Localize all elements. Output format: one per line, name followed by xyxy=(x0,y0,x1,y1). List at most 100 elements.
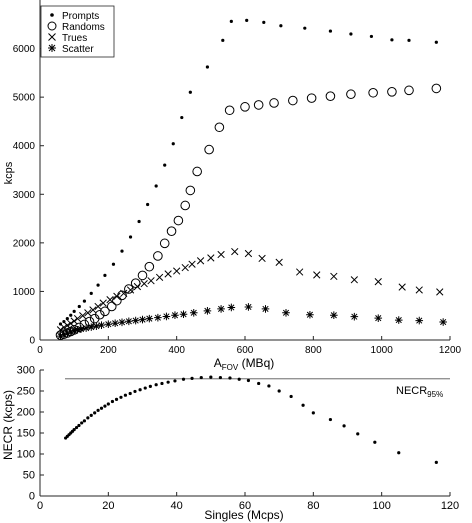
top-chart-point-trues xyxy=(196,257,205,265)
top-chart-point-scatter xyxy=(439,318,447,326)
top-chart-point-scatter xyxy=(306,310,314,319)
bottom-chart-axes xyxy=(39,370,450,497)
top-chart-point-trues xyxy=(155,273,164,281)
bottom-chart-point-necr xyxy=(190,376,194,380)
top-chart-point-prompts xyxy=(171,142,175,146)
top-chart-point-prompts xyxy=(146,202,150,207)
top-chart-point-trues xyxy=(415,286,423,294)
bottom-chart-point-necr xyxy=(301,403,305,407)
top-chart-point-scatter xyxy=(82,324,90,332)
bottom-chart-point-necr xyxy=(257,381,261,386)
top-chart-point-trues xyxy=(374,278,382,286)
top-chart-point-prompts xyxy=(69,313,73,317)
top-chart-point-trues xyxy=(398,283,406,291)
bottom-chart-point-necr xyxy=(138,388,142,392)
bottom-chart-point-necr xyxy=(289,394,293,399)
top-chart-point-trues xyxy=(120,289,128,298)
top-chart-point-trues xyxy=(244,249,253,258)
top-chart-point-trues xyxy=(70,317,78,325)
top-chart-point-randoms xyxy=(346,89,356,100)
top-chart-point-trues xyxy=(231,247,239,256)
top-chart-point-trues xyxy=(106,296,114,304)
top-chart-point-scatter xyxy=(282,309,290,317)
bottom-chart-point-necr xyxy=(143,386,147,390)
top-chart-point-scatter xyxy=(374,314,383,322)
bottom-chart-point-necr xyxy=(228,376,232,380)
bottom-chart-y-tick-label: 50 xyxy=(23,470,35,482)
top-chart-point-prompts xyxy=(82,299,87,303)
top-chart-point-trues xyxy=(99,299,107,307)
bottom-chart-point-necr xyxy=(218,375,222,380)
top-chart-point-scatter xyxy=(118,318,126,327)
top-chart-point-prompts xyxy=(72,309,76,313)
top-chart-series-prompts xyxy=(58,18,438,326)
top-chart-point-scatter xyxy=(104,320,113,329)
top-chart-point-trues xyxy=(330,272,338,281)
bottom-chart-point-necr xyxy=(119,395,123,399)
top-chart-point-randoms xyxy=(368,87,378,98)
top-chart-point-prompts xyxy=(245,18,249,22)
top-chart-y-tick-label: 1000 xyxy=(13,287,36,298)
top-chart-point-randoms xyxy=(106,301,117,312)
top-chart-point-scatter xyxy=(203,307,212,315)
top-chart-point-scatter xyxy=(73,326,82,334)
bottom-chart-point-necr xyxy=(267,384,271,388)
bottom-chart-point-necr xyxy=(123,393,128,397)
legend-label-scatter: Scatter xyxy=(62,44,94,55)
bottom-chart-point-necr xyxy=(246,378,251,383)
top-chart-point-prompts xyxy=(89,291,93,295)
top-chart-point-randoms xyxy=(214,122,225,133)
bottom-chart-point-necr xyxy=(96,408,100,412)
top-chart-x-axis-label-main: A xyxy=(214,356,222,370)
bottom-chart-y-tick-label: 300 xyxy=(17,365,35,377)
top-chart-point-trues xyxy=(89,306,97,314)
bottom-chart-point-necr xyxy=(77,423,81,428)
top-chart-point-prompts xyxy=(188,90,192,94)
top-chart-point-trues xyxy=(313,271,321,279)
top-chart-point-prompts xyxy=(180,115,184,120)
bottom-chart-point-necr xyxy=(99,406,104,410)
top-chart-point-prompts xyxy=(137,219,141,224)
top-chart: 0 1000 2000 3000 4000 5000 6000 0 200 400 600 800 1… xyxy=(3,0,462,372)
bottom-chart-point-necr xyxy=(133,389,137,394)
top-chart-point-trues xyxy=(350,276,358,284)
top-chart-point-randoms xyxy=(137,270,148,281)
bottom-chart-point-necr xyxy=(82,419,87,423)
bottom-chart-point-necr xyxy=(209,375,213,379)
bottom-chart-y-tick-label: 250 xyxy=(17,386,35,398)
top-chart-x-tick-label: 0 xyxy=(37,345,43,356)
top-chart-point-trues xyxy=(275,258,283,266)
top-chart-point-prompts xyxy=(279,24,283,28)
top-chart-point-scatter xyxy=(145,314,154,323)
top-chart-y-tick-label: 2000 xyxy=(13,238,36,249)
top-chart-point-scatter xyxy=(63,329,72,337)
top-chart-point-randoms xyxy=(387,87,397,97)
top-chart-x-tick-label: 1200 xyxy=(439,345,462,356)
top-chart-x-tick-label: 800 xyxy=(305,345,322,356)
top-chart-point-prompts xyxy=(434,40,438,44)
top-chart-point-trues xyxy=(56,326,65,334)
bottom-chart-point-necr xyxy=(328,417,333,422)
top-chart-legend: Prompts Randoms Trues Scatter xyxy=(40,5,115,58)
bottom-chart-y-ticks: 0 50 100 150 200 250 300 xyxy=(17,365,44,503)
top-chart-point-scatter xyxy=(415,316,424,325)
top-chart-series-randoms xyxy=(55,83,442,340)
bottom-chart-point-necr xyxy=(128,391,132,396)
top-chart-point-scatter xyxy=(217,305,225,313)
top-chart-point-randoms xyxy=(325,91,336,101)
bottom-chart-x-tick-label: 0 xyxy=(37,500,43,512)
top-chart-point-trues xyxy=(217,250,225,259)
top-chart-point-prompts xyxy=(303,26,307,30)
top-chart-series-scatter xyxy=(56,303,447,340)
top-chart-x-axis-label: AFOV (MBq) xyxy=(214,356,274,372)
top-chart-point-prompts xyxy=(120,249,124,253)
top-chart-point-prompts xyxy=(154,184,158,188)
top-chart-point-trues xyxy=(63,321,71,330)
top-chart-point-randoms xyxy=(166,226,177,236)
bottom-chart-point-necr xyxy=(72,428,76,432)
top-chart-point-trues xyxy=(126,286,135,294)
top-chart-point-trues xyxy=(113,292,121,300)
top-chart-point-randoms xyxy=(431,83,442,94)
bottom-chart-x-tick-label: 100 xyxy=(372,500,390,512)
top-chart-point-scatter xyxy=(92,322,101,330)
